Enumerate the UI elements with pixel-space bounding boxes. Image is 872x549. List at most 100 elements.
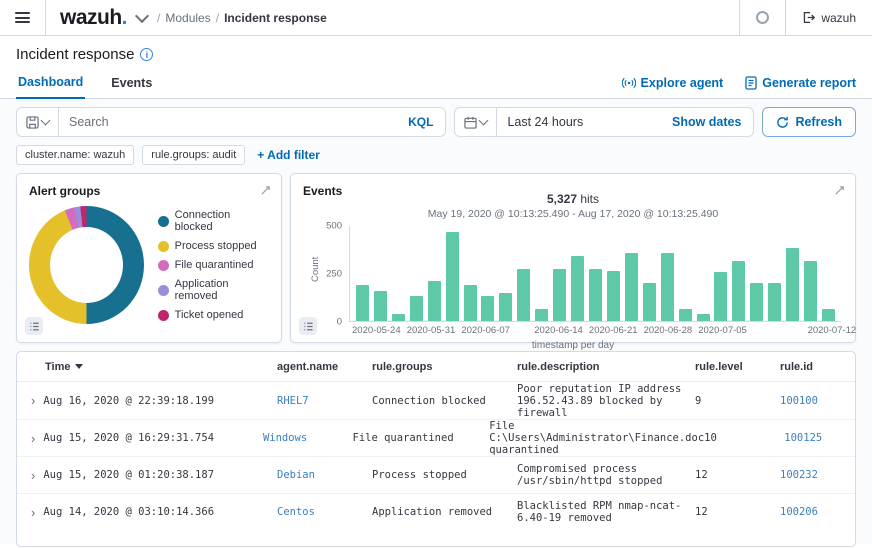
explore-agent-label: Explore agent [641, 76, 724, 90]
y-axis-label: Count [310, 257, 321, 282]
kql-button[interactable]: KQL [396, 115, 445, 129]
user-menu[interactable]: wazuh [785, 0, 872, 35]
x-tick-label: 2020-06-14 [534, 325, 583, 336]
legend-item[interactable]: Application removed [158, 278, 271, 302]
top-bar: wazuh. / Modules / Incident response waz… [0, 0, 872, 36]
histogram-bar[interactable] [481, 296, 494, 321]
breadcrumb-current: Incident response [224, 11, 327, 25]
cell-agent-name[interactable]: Centos [277, 506, 372, 518]
histogram-bar[interactable] [697, 314, 710, 321]
histogram-bar[interactable] [661, 253, 674, 321]
column-rule-groups[interactable]: rule.groups [372, 361, 517, 373]
inspect-button[interactable] [25, 317, 43, 335]
histogram-bar[interactable] [804, 261, 817, 321]
legend-dot-icon [158, 310, 169, 321]
generate-report-button[interactable]: Generate report [745, 76, 856, 90]
legend-item[interactable]: Connection blocked [158, 209, 271, 233]
histogram-bar[interactable] [428, 281, 441, 321]
tab-dashboard[interactable]: Dashboard [16, 69, 85, 99]
legend-item[interactable]: Process stopped [158, 240, 271, 252]
cell-agent-name[interactable]: RHEL7 [277, 395, 372, 407]
histogram-bar[interactable] [410, 296, 423, 321]
expand-icon[interactable] [260, 183, 271, 201]
main-content: KQL Last 24 hours Show dates Refresh clu… [0, 99, 872, 544]
histogram-bar[interactable] [750, 283, 763, 321]
histogram-bar[interactable] [732, 261, 745, 321]
table-header: Time agent.name rule.groups rule.descrip… [17, 352, 855, 382]
legend-item[interactable]: File quarantined [158, 259, 271, 271]
legend-label: Application removed [175, 278, 271, 302]
menu-button[interactable] [0, 0, 46, 35]
show-dates-button[interactable]: Show dates [660, 115, 753, 129]
filter-row: cluster.name: wazuh rule.groups: audit + … [0, 141, 872, 171]
chevron-down-icon[interactable] [135, 8, 149, 22]
histogram-bar[interactable] [392, 314, 405, 321]
expand-row-icon[interactable]: › [31, 393, 35, 408]
filter-pill[interactable]: cluster.name: wazuh [16, 145, 134, 165]
topbar-right: wazuh [739, 0, 872, 35]
legend-dot-icon [158, 241, 169, 252]
expand-row-icon[interactable]: › [31, 505, 35, 520]
cell-agent-name[interactable]: Debian [277, 469, 372, 481]
explore-agent-button[interactable]: Explore agent [622, 76, 724, 90]
column-agent-name[interactable]: agent.name [277, 361, 372, 373]
donut-chart[interactable] [29, 206, 144, 324]
hamburger-icon [15, 12, 30, 23]
legend-item[interactable]: Ticket opened [158, 309, 271, 321]
filter-pill[interactable]: rule.groups: audit [142, 145, 245, 165]
expand-row-icon[interactable]: › [31, 468, 35, 483]
histogram-bar[interactable] [571, 256, 584, 321]
cell-rule-id[interactable]: 100125 [784, 432, 855, 444]
histogram-bar[interactable] [589, 269, 602, 321]
histogram-bar[interactable] [374, 291, 387, 321]
column-rule-description[interactable]: rule.description [517, 361, 695, 373]
tab-events[interactable]: Events [109, 70, 154, 98]
cell-rule-level: 12 [695, 469, 780, 481]
histogram-bar[interactable] [356, 285, 369, 321]
histogram-bar[interactable] [822, 309, 835, 321]
histogram-bar[interactable] [643, 283, 656, 321]
inspect-button[interactable] [299, 317, 317, 335]
histogram-bar[interactable] [786, 248, 799, 321]
health-status-button[interactable] [739, 0, 785, 35]
histogram-bar[interactable] [607, 271, 620, 321]
histogram-bar[interactable] [768, 283, 781, 321]
histogram-bar[interactable] [464, 285, 477, 321]
search-input[interactable] [59, 115, 396, 129]
histogram-bar[interactable] [499, 293, 512, 321]
column-rule-id[interactable]: rule.id [780, 361, 855, 373]
histogram-bar[interactable] [446, 232, 459, 321]
date-range-value[interactable]: Last 24 hours [497, 115, 660, 129]
column-time[interactable]: Time [17, 361, 277, 373]
x-tick-label: 2020-07-05 [698, 325, 747, 336]
histogram-bar[interactable] [679, 309, 692, 321]
calendar-button[interactable] [455, 108, 497, 136]
cell-rule-id[interactable]: 100100 [780, 395, 855, 407]
cell-agent-name[interactable]: Windows [263, 432, 353, 444]
column-rule-level[interactable]: rule.level [695, 361, 780, 373]
cell-rule-id[interactable]: 100232 [780, 469, 855, 481]
expand-row-icon[interactable]: › [31, 431, 35, 446]
legend-label: Process stopped [175, 240, 257, 252]
histogram-bar[interactable] [625, 253, 638, 321]
table-row: ›Aug 15, 2020 @ 01:20:38.187DebianProces… [17, 456, 855, 493]
histogram-bar[interactable] [517, 269, 530, 321]
visualization-panels: Alert groups Connection blockedProcess s… [0, 171, 872, 343]
date-picker: Last 24 hours Show dates [454, 107, 754, 137]
expand-icon[interactable] [834, 183, 845, 201]
breadcrumb-separator: / [216, 11, 219, 25]
date-range-subtitle: May 19, 2020 @ 10:13:25.490 - Aug 17, 20… [291, 208, 855, 220]
add-filter-button[interactable]: + Add filter [257, 148, 320, 162]
breadcrumb-modules[interactable]: Modules [165, 11, 210, 25]
cell-rule-id[interactable]: 100206 [780, 506, 855, 518]
hits-suffix: hits [577, 192, 599, 206]
histogram-bar[interactable] [553, 269, 566, 321]
x-tick-label: 2020-05-24 [352, 325, 401, 336]
histogram-bar[interactable] [535, 309, 548, 321]
refresh-button[interactable]: Refresh [762, 107, 856, 137]
saved-query-button[interactable] [17, 108, 59, 136]
info-icon[interactable]: i [140, 48, 153, 61]
x-tick-label: 2020-06-28 [644, 325, 693, 336]
bar-plot[interactable] [349, 226, 841, 322]
histogram-bar[interactable] [714, 272, 727, 321]
